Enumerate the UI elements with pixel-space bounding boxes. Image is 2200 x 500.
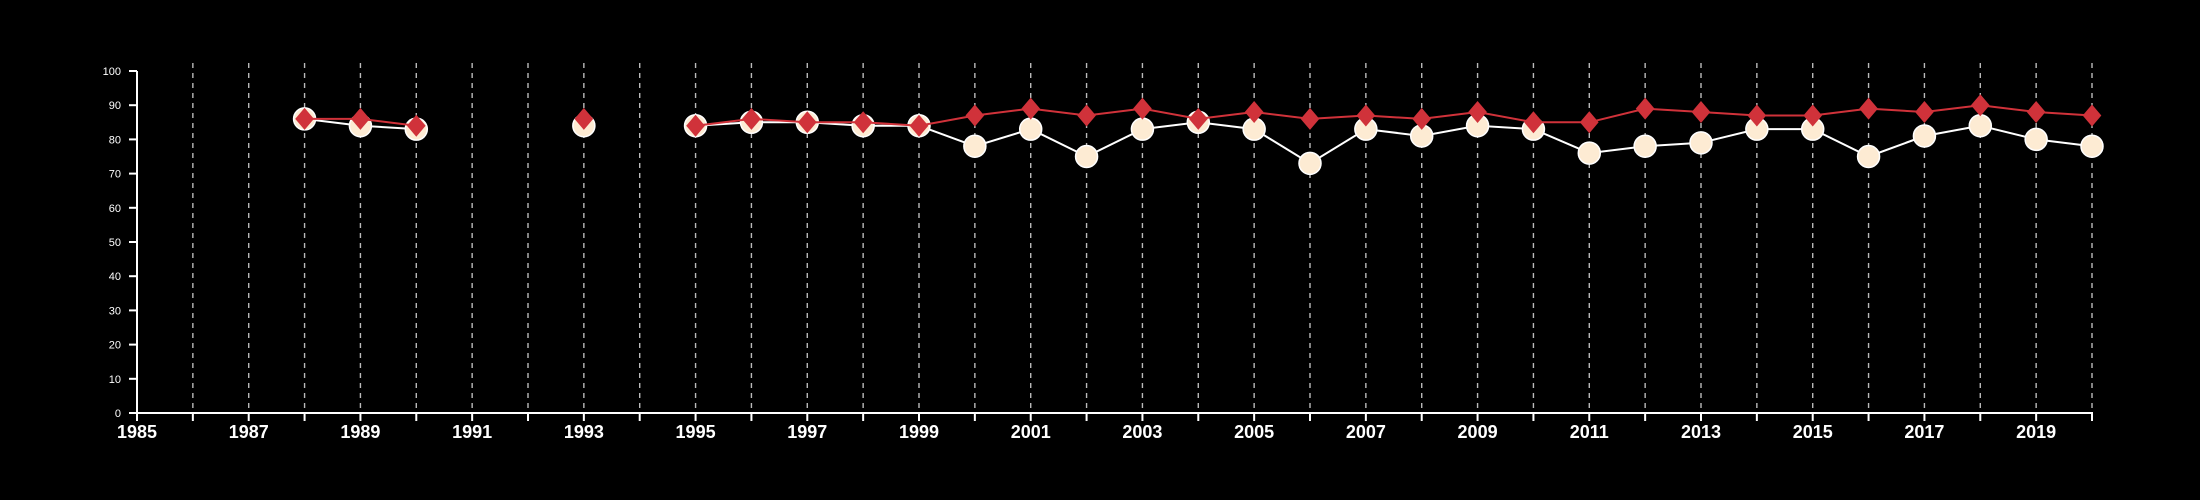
y-tick-label-90: 90 xyxy=(109,100,121,112)
point-diamond-2007 xyxy=(1356,104,1376,127)
point-circle-2011 xyxy=(1577,141,1602,165)
x-tick-label-1991: 1991 xyxy=(452,422,492,442)
x-tick-label-2013: 2013 xyxy=(1681,422,1721,442)
point-circle-2018 xyxy=(1968,113,1993,138)
point-diamond-2012 xyxy=(1635,97,1655,120)
point-diamond-1998 xyxy=(853,111,873,134)
y-tick-label-10: 10 xyxy=(109,374,121,386)
y-tick-label-60: 60 xyxy=(109,203,121,215)
point-circle-2019 xyxy=(2024,127,2048,152)
point-diamond-2008 xyxy=(1412,107,1432,130)
point-circle-2012 xyxy=(1633,134,1657,158)
point-diamond-2004 xyxy=(1188,107,1208,130)
grid-layer xyxy=(192,63,2093,413)
point-circle-2016 xyxy=(1856,144,1881,169)
point-diamond-2016 xyxy=(1859,97,1878,120)
point-diamond-1999 xyxy=(909,114,929,137)
point-diamond-2009 xyxy=(1468,101,1487,124)
x-tick-label-2017: 2017 xyxy=(1904,422,1944,442)
point-circle-2003 xyxy=(1130,117,1155,141)
y-tick-label-30: 30 xyxy=(109,305,121,317)
x-tick-label-2015: 2015 xyxy=(1793,422,1833,442)
series-layer xyxy=(292,94,2104,176)
point-diamond-2018 xyxy=(1970,94,1990,117)
point-diamond-2002 xyxy=(1077,104,1096,127)
point-circle-2001 xyxy=(1018,117,1043,141)
x-tick-label-2011: 2011 xyxy=(1570,422,1609,442)
y-tick-label-40: 40 xyxy=(109,271,121,283)
point-circle-2013 xyxy=(1689,131,1713,155)
series-0-line-2 xyxy=(695,121,2093,165)
point-circle-2020 xyxy=(2080,134,2104,158)
point-diamond-2014 xyxy=(1747,104,1767,127)
x-tick-label-2019: 2019 xyxy=(2016,422,2056,442)
point-diamond-2011 xyxy=(1579,111,1599,134)
x-tick-label-1989: 1989 xyxy=(340,422,380,442)
point-diamond-2019 xyxy=(2026,101,2046,124)
point-circle-2006 xyxy=(1298,151,1322,176)
x-tick-label-1993: 1993 xyxy=(564,422,604,442)
point-diamond-1995 xyxy=(686,114,705,137)
point-diamond-1989 xyxy=(351,107,370,130)
x-tick-label-1997: 1997 xyxy=(787,422,827,442)
point-diamond-1997 xyxy=(797,111,817,134)
point-diamond-2015 xyxy=(1803,104,1823,127)
point-circle-2000 xyxy=(963,134,987,158)
point-diamond-2020 xyxy=(2082,104,2102,127)
point-diamond-2001 xyxy=(1021,97,1041,120)
point-circle-2002 xyxy=(1074,144,1099,169)
point-diamond-2013 xyxy=(1691,101,1711,124)
series-1-diamond xyxy=(295,94,2102,137)
point-diamond-2010 xyxy=(1524,111,1543,134)
x-tick-label-2005: 2005 xyxy=(1234,422,1274,442)
point-diamond-2003 xyxy=(1133,97,1152,120)
point-diamond-1988 xyxy=(295,107,314,130)
x-tick-label-1995: 1995 xyxy=(676,422,716,442)
y-tick-label-0: 0 xyxy=(115,408,121,420)
point-diamond-1996 xyxy=(742,107,761,130)
x-tick-label-2003: 2003 xyxy=(1122,422,1162,442)
x-tick-label-2009: 2009 xyxy=(1458,422,1498,442)
x-tick-label-2007: 2007 xyxy=(1346,422,1386,442)
point-diamond-2000 xyxy=(965,104,985,127)
point-diamond-2005 xyxy=(1244,101,1264,124)
point-circle-2017 xyxy=(1912,124,1937,148)
x-tick-label-2001: 2001 xyxy=(1011,422,1051,442)
point-diamond-1993 xyxy=(574,107,594,130)
point-diamond-2017 xyxy=(1915,101,1934,124)
axes: 0 10 20 30 40 50 60 70 80 90 100 1985 1987 1989 1991 19… xyxy=(103,66,2093,442)
x-tick-label-1987: 1987 xyxy=(229,422,269,442)
x-tick-label-1985: 1985 xyxy=(117,422,157,442)
y-tick-label-100: 100 xyxy=(103,66,121,78)
y-tick-label-50: 50 xyxy=(109,237,121,249)
x-tick-label-1999: 1999 xyxy=(899,422,939,442)
point-diamond-1990 xyxy=(406,114,426,137)
point-diamond-2006 xyxy=(1300,107,1320,130)
series-1-line-2 xyxy=(695,104,2093,127)
y-tick-label-20: 20 xyxy=(109,340,121,352)
y-tick-label-70: 70 xyxy=(109,169,121,181)
y-tick-label-80: 80 xyxy=(109,134,121,146)
